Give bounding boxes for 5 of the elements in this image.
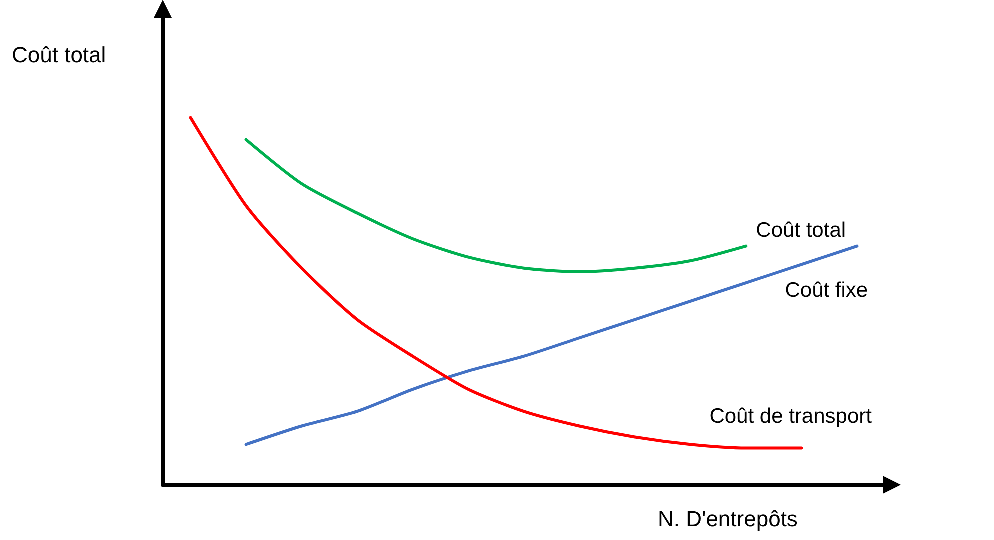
x-axis-title: N. D'entrepôts — [658, 506, 798, 532]
series-label: Coût total — [756, 218, 846, 242]
series-label: Coût fixe — [785, 278, 868, 302]
series-label: Coût de transport — [710, 404, 872, 428]
y-axis-title: Coût total — [12, 42, 106, 68]
